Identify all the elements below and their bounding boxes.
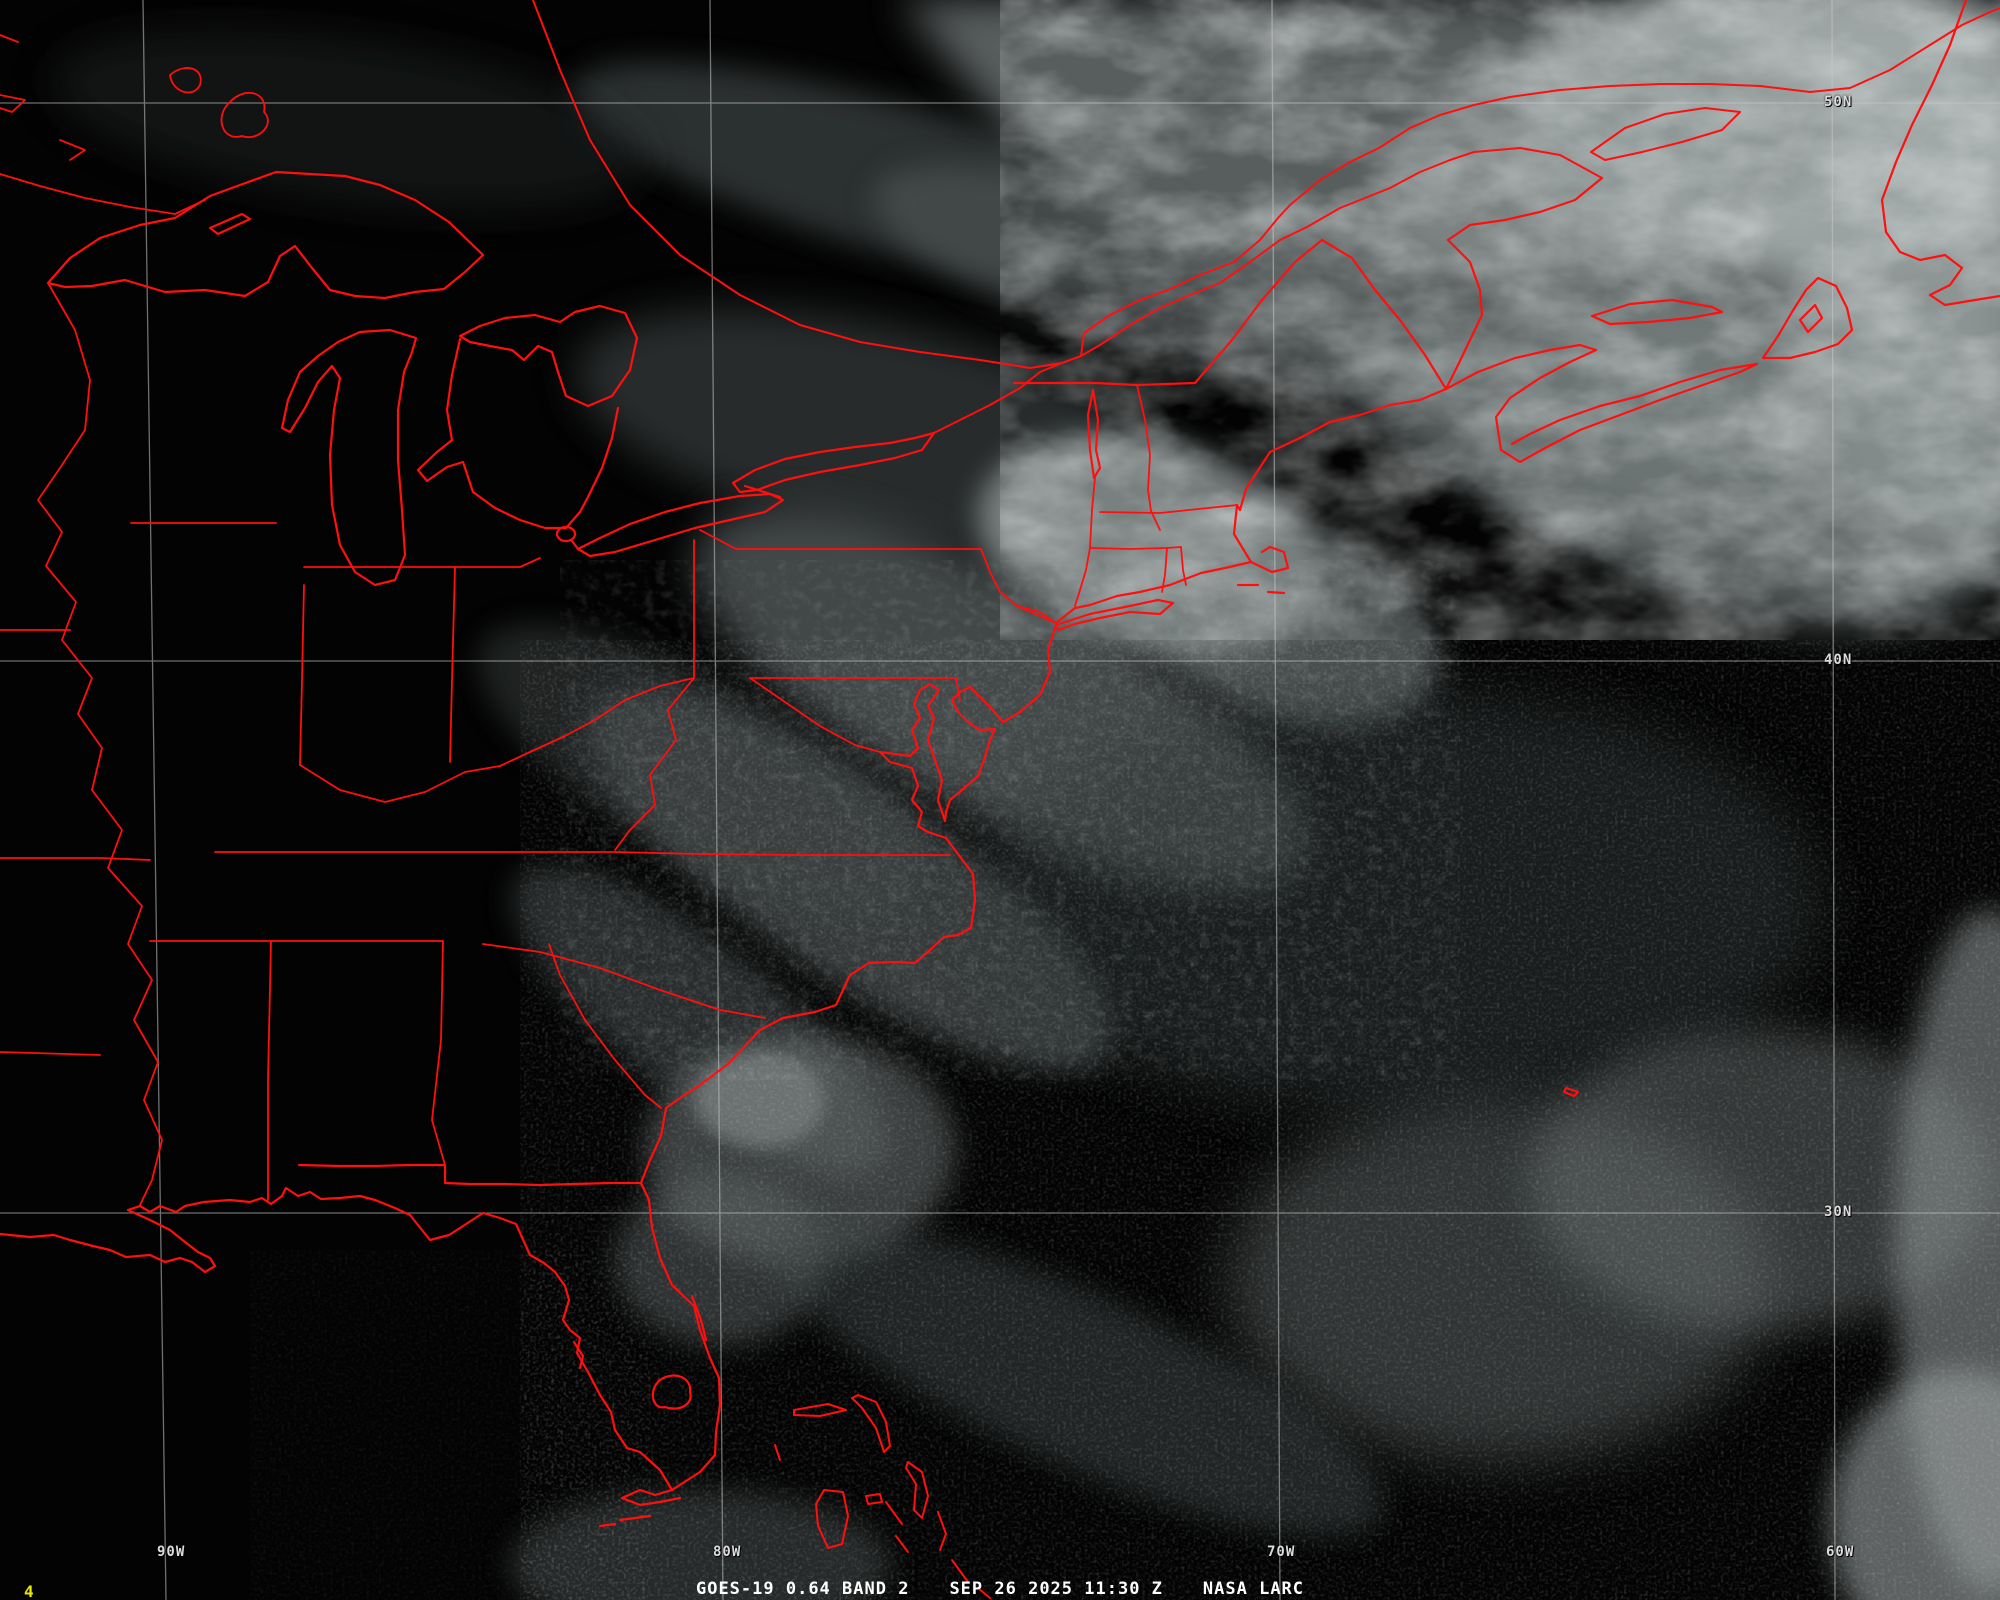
caption-bar: GOES-19 0.64 BAND 2 SEP 26 2025 11:30 Z … [0,1579,2000,1599]
caption-timestamp: SEP 26 2025 11:30 Z [949,1579,1163,1599]
midatlantic-coast-outline [639,623,1058,1185]
gridline-80w [709,0,724,1600]
lon-label-60w: 60W [1826,1544,1855,1560]
cloud-layer [52,0,2000,1600]
maritimes-outline [1444,0,2000,464]
lon-label-90w: 90W [157,1544,186,1560]
canada-border-lakes-outline [0,34,269,215]
lat-label-40n: 40N [1824,652,1853,668]
lon-label-80w: 80W [713,1544,742,1560]
great-lakes-outline [46,170,936,587]
florida-gulf-outline [0,1163,722,1528]
frame-counter: 4 [24,1582,34,1600]
caption-credit: NASA LARC [1202,1579,1305,1599]
gridline-70w [1271,0,1281,1600]
gridline-60w [1831,0,1836,1600]
lat-label-30n: 30N [1824,1204,1853,1220]
lon-label-70w: 70W [1267,1544,1296,1560]
lat-label-50n: 50N [1824,94,1853,110]
caption-satellite-band: GOES-19 0.64 BAND 2 [695,1579,910,1599]
st-lawrence-outline [532,0,2000,434]
bahamas-outline [774,1394,991,1599]
bermuda-outline [1562,1086,1580,1098]
gridline-90w [142,0,167,1600]
state-borders-outline [0,282,1238,1206]
